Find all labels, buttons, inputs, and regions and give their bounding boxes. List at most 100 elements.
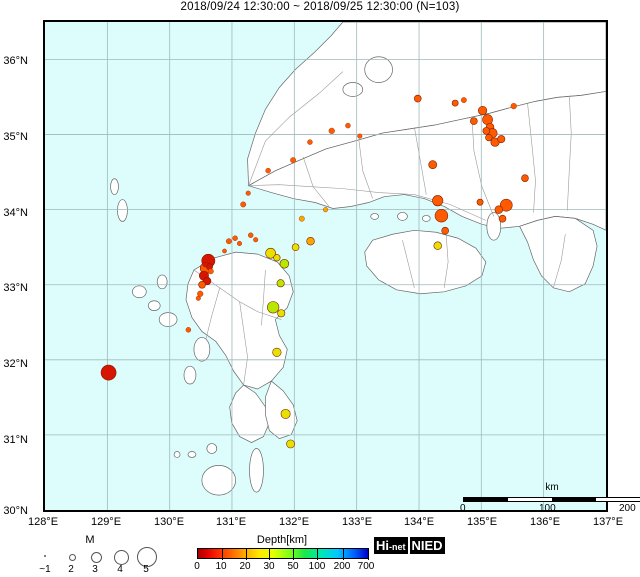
scale-tick-200: 200: [619, 503, 636, 514]
epicenter-marker: [222, 248, 227, 254]
epicenter-marker: [185, 327, 192, 333]
magnitude-symbol-1: [44, 555, 46, 557]
depth-legend: Depth[km] 0 10 20 30 50 100 200 700: [192, 534, 374, 577]
x-tick-129E: 129°E: [90, 516, 122, 528]
epicenter-marker: [265, 247, 276, 259]
epicenter-marker: [267, 301, 280, 314]
epicenter-marker: [497, 135, 506, 144]
epicenter-marker: [433, 241, 442, 250]
logo-nied: NIED: [409, 537, 445, 554]
epicenter-marker: [306, 237, 315, 246]
x-tick-133E: 133°E: [341, 516, 373, 528]
epicenter-marker: [273, 254, 281, 262]
epicenter-marker: [195, 295, 201, 301]
epicenter-marker: [240, 201, 247, 208]
scale-bar-unit: km: [545, 482, 559, 493]
epicenter-marker: [494, 205, 503, 214]
map-gridlines: [45, 22, 606, 510]
x-tick-131E: 131°E: [215, 516, 247, 528]
magnitude-label-5: 5: [143, 564, 149, 575]
epicenter-marker: [357, 133, 363, 139]
y-tick-30N: 30°N: [3, 505, 28, 517]
magnitude-symbol-5: [137, 547, 157, 567]
epicenter-marker: [291, 243, 300, 252]
magnitude-symbol-4: [113, 549, 129, 565]
epicenter-marker: [482, 127, 491, 135]
epicenter-marker: [279, 259, 290, 269]
epicenter-marker: [290, 157, 296, 164]
epicenter-marker: [276, 279, 285, 288]
epicenter-marker: [498, 214, 507, 223]
y-tick-33N: 33°N: [3, 282, 28, 294]
magnitude-symbols: [20, 547, 160, 567]
epicenter-marker: [198, 280, 206, 289]
x-tick-128E: 128°E: [27, 516, 59, 528]
epicenter-marker: [245, 190, 251, 196]
y-tick-34N: 34°N: [3, 207, 28, 219]
x-tick-137E: 137°E: [592, 516, 624, 528]
y-tick-32N: 32°N: [3, 358, 28, 370]
depth-tick-100: 100: [308, 561, 326, 572]
depth-tick-200: 200: [333, 561, 351, 572]
epicenter-marker: [253, 237, 259, 243]
x-tick-135E: 135°E: [466, 516, 498, 528]
x-tick-130E: 130°E: [153, 516, 185, 528]
depth-legend-title: Depth[km]: [256, 534, 308, 546]
magnitude-label-4: 4: [117, 564, 123, 575]
magnitude-label-2: 2: [68, 564, 74, 575]
map-container: km 0 100 200: [43, 20, 640, 514]
epicenter-marker: [307, 139, 313, 145]
hinet-nied-logo: Hi-net NIED: [374, 537, 445, 554]
x-tick-136E: 136°E: [529, 516, 561, 528]
map-svg: [45, 22, 606, 510]
map-frame: [43, 20, 608, 512]
epicenter-marker: [207, 268, 214, 275]
x-tick-134E: 134°E: [403, 516, 435, 528]
epicenter-marker: [432, 195, 444, 207]
epicenter-marker: [272, 347, 282, 357]
epicenter-marker: [345, 122, 351, 129]
y-tick-31N: 31°N: [3, 434, 28, 446]
x-tick-132E: 132°E: [278, 516, 310, 528]
epicenter-marker: [248, 232, 254, 238]
magnitude-label-1: ~1: [39, 564, 51, 575]
magnitude-symbol-3: [90, 551, 102, 563]
earthquake-epicenters: [100, 94, 529, 449]
epicenter-marker: [328, 127, 335, 134]
epicenter-marker: [441, 226, 449, 235]
epicenter-marker: [521, 174, 529, 182]
depth-tick-10: 10: [215, 561, 227, 572]
epicenter-marker: [460, 97, 467, 103]
epicenter-marker: [265, 167, 271, 174]
depth-tick-0: 0: [194, 561, 200, 572]
epicenter-marker: [510, 103, 517, 110]
magnitude-symbol-2: [68, 553, 76, 561]
depth-tick-20: 20: [239, 561, 251, 572]
magnitude-legend: M ~1 2 3 4 5: [20, 534, 160, 577]
magnitude-legend-title: M: [85, 534, 95, 546]
epicenter-marker: [434, 209, 449, 223]
epicenter-marker: [413, 94, 422, 103]
y-tick-36N: 36°N: [3, 55, 28, 67]
epicenter-marker: [451, 99, 459, 107]
epicenter-marker: [476, 198, 484, 206]
depth-colorbar: [197, 548, 369, 560]
logo-hinet: Hi-net: [374, 537, 408, 554]
y-tick-35N: 35°N: [3, 131, 28, 143]
epicenter-marker: [485, 134, 493, 142]
epicenter-marker: [280, 408, 291, 419]
epicenter-marker: [323, 207, 328, 213]
epicenter-marker: [478, 106, 488, 116]
depth-tick-30: 30: [263, 561, 275, 572]
depth-tick-700: 700: [357, 561, 375, 572]
magnitude-label-3: 3: [92, 564, 98, 575]
epicenter-marker: [202, 261, 208, 268]
epicenter-marker: [470, 117, 478, 125]
epicenter-marker: [100, 364, 117, 381]
epicenter-marker: [232, 235, 238, 241]
epicenter-marker: [225, 238, 232, 245]
prefecture-borders: [193, 71, 572, 386]
scale-tick-100: 100: [539, 503, 556, 514]
epicenter-marker: [428, 160, 438, 170]
landmasses: [110, 22, 606, 496]
